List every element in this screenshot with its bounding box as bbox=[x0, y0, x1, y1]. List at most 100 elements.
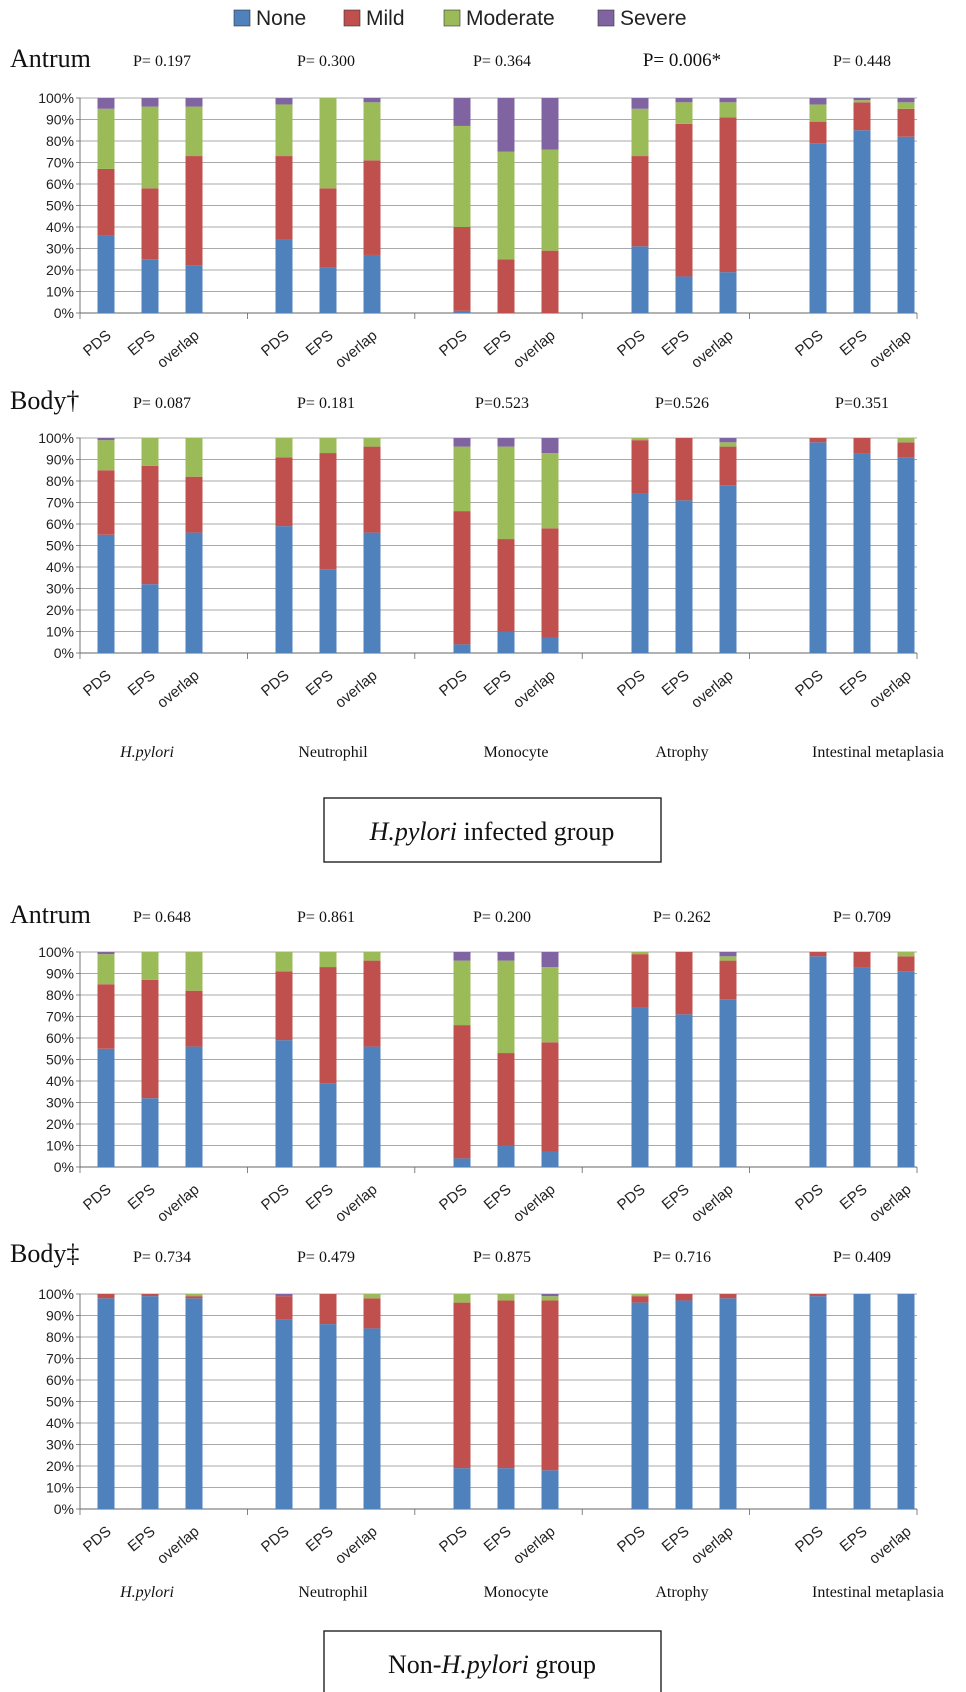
bar-segment-mild bbox=[675, 952, 693, 1015]
bar-segment-none bbox=[719, 485, 737, 653]
bar-segment-severe bbox=[97, 438, 115, 441]
bar-segment-mild bbox=[185, 1296, 203, 1299]
bar-segment-none bbox=[275, 1319, 293, 1509]
bar-segment-mild bbox=[719, 1294, 737, 1299]
x-tick-label: overlap bbox=[154, 327, 203, 372]
bar-segment-mild bbox=[319, 453, 337, 570]
bar-segment-severe bbox=[497, 952, 515, 961]
x-tick-label: overlap bbox=[688, 1523, 737, 1568]
group-label-post: group bbox=[529, 1650, 596, 1679]
x-tick-label: EPS bbox=[303, 1523, 337, 1555]
bar-segment-mild bbox=[97, 1294, 115, 1299]
bar-segment-mild bbox=[541, 1042, 559, 1152]
bar-segment-mild bbox=[363, 1298, 381, 1329]
p-value: P= 0.300 bbox=[297, 53, 355, 70]
bar-segment-severe bbox=[853, 98, 871, 101]
p-value: P=0.526 bbox=[655, 395, 709, 412]
p-value: P= 0.734 bbox=[133, 1249, 191, 1266]
panel-title: Body‡ bbox=[10, 1239, 79, 1268]
p-value: P= 0.716 bbox=[653, 1249, 711, 1266]
bar-segment-none bbox=[497, 1145, 515, 1167]
y-tick-label: 40% bbox=[46, 559, 74, 575]
x-tick-label: overlap bbox=[866, 667, 915, 712]
bar-segment-none bbox=[97, 1048, 115, 1167]
bar-segment-mild bbox=[363, 160, 381, 255]
bar-segment-none bbox=[185, 1298, 203, 1509]
bar-segment-moderate bbox=[719, 102, 737, 118]
x-tick-label: PDS bbox=[614, 1523, 649, 1556]
x-tick-label: PDS bbox=[614, 1181, 649, 1214]
bar-segment-none bbox=[631, 493, 649, 653]
y-tick-label: 80% bbox=[46, 473, 74, 489]
bar-segment-none bbox=[319, 1324, 337, 1509]
bar-segment-mild bbox=[809, 438, 827, 443]
bar-segment-none bbox=[141, 1296, 159, 1509]
bar-segment-moderate bbox=[185, 1294, 203, 1297]
x-tick-label: PDS bbox=[258, 667, 293, 700]
p-value: P= 0.479 bbox=[297, 1249, 355, 1266]
bar-segment-moderate bbox=[809, 104, 827, 122]
bar-segment-mild bbox=[275, 156, 293, 240]
x-tick-label: PDS bbox=[614, 667, 649, 700]
bar-segment-none bbox=[497, 1468, 515, 1509]
legend-item-severe: Severe bbox=[597, 7, 687, 30]
p-value: P= 0.262 bbox=[653, 909, 711, 926]
x-tick-label: PDS bbox=[792, 1523, 827, 1556]
bar-segment-severe bbox=[97, 98, 115, 109]
y-tick-label: 70% bbox=[46, 495, 74, 511]
x-tick-label: EPS bbox=[125, 1523, 159, 1555]
bar-segment-severe bbox=[453, 952, 471, 961]
category-label: Monocyte bbox=[484, 744, 549, 761]
legend-label: None bbox=[256, 7, 306, 30]
bar-segment-mild bbox=[719, 117, 737, 273]
y-tick-label: 90% bbox=[46, 112, 74, 128]
category-label: H.pylori bbox=[119, 744, 174, 761]
p-value: P= 0.709 bbox=[833, 909, 891, 926]
bar-segment-mild bbox=[185, 156, 203, 266]
x-tick-label: overlap bbox=[688, 1181, 737, 1226]
group-label-em: H.pylori bbox=[440, 1650, 528, 1679]
group-box-border bbox=[323, 797, 662, 863]
group-label-pre: Non- bbox=[388, 1650, 441, 1679]
bar-segment-severe bbox=[453, 438, 471, 447]
bar-segment-mild bbox=[853, 102, 871, 131]
bar-segment-moderate bbox=[363, 1294, 381, 1299]
x-tick-label: EPS bbox=[837, 1523, 871, 1555]
x-tick-label: PDS bbox=[258, 327, 293, 360]
bar-segment-none bbox=[675, 1300, 693, 1509]
bar-segment-none bbox=[631, 1302, 649, 1509]
bar-segment-none bbox=[897, 457, 915, 653]
bar-segment-mild bbox=[631, 156, 649, 247]
bar-segment-moderate bbox=[631, 438, 649, 441]
bar-segment-none bbox=[185, 1046, 203, 1167]
bar-segment-mild bbox=[853, 952, 871, 968]
bar-segment-mild bbox=[185, 476, 203, 533]
x-tick-label: PDS bbox=[80, 1181, 115, 1214]
category-label: Atrophy bbox=[655, 744, 708, 761]
x-tick-label: EPS bbox=[303, 327, 337, 359]
category-labels: H.pylori Neutrophil Monocyte Atrophy Intesti… bbox=[119, 744, 944, 1601]
x-tick-label: PDS bbox=[258, 1523, 293, 1556]
bar-segment-moderate bbox=[497, 960, 515, 1054]
panel-title: Body† bbox=[10, 386, 79, 415]
legend-swatch bbox=[443, 9, 461, 27]
y-tick-label: 70% bbox=[46, 1009, 74, 1025]
bar-segment-mild bbox=[363, 960, 381, 1047]
bar-segment-mild bbox=[719, 446, 737, 486]
x-tick-label: overlap bbox=[154, 667, 203, 712]
bar-segment-none bbox=[97, 235, 115, 313]
bar-segment-mild bbox=[631, 954, 649, 1008]
p-value: P= 0.448 bbox=[833, 53, 891, 70]
bar-segment-moderate bbox=[319, 952, 337, 968]
y-tick-label: 60% bbox=[46, 176, 74, 192]
bar-segment-moderate bbox=[453, 446, 471, 512]
x-tick-label: PDS bbox=[258, 1181, 293, 1214]
bar-segment-none bbox=[719, 272, 737, 313]
y-tick-label: 30% bbox=[46, 1095, 74, 1111]
bar-segment-none bbox=[497, 631, 515, 653]
bar-segment-moderate bbox=[185, 952, 203, 991]
x-tick-label: EPS bbox=[481, 1523, 515, 1555]
y-tick-label: 30% bbox=[46, 241, 74, 257]
bar-segment-moderate bbox=[631, 108, 649, 157]
bar-segment-mild bbox=[497, 539, 515, 632]
